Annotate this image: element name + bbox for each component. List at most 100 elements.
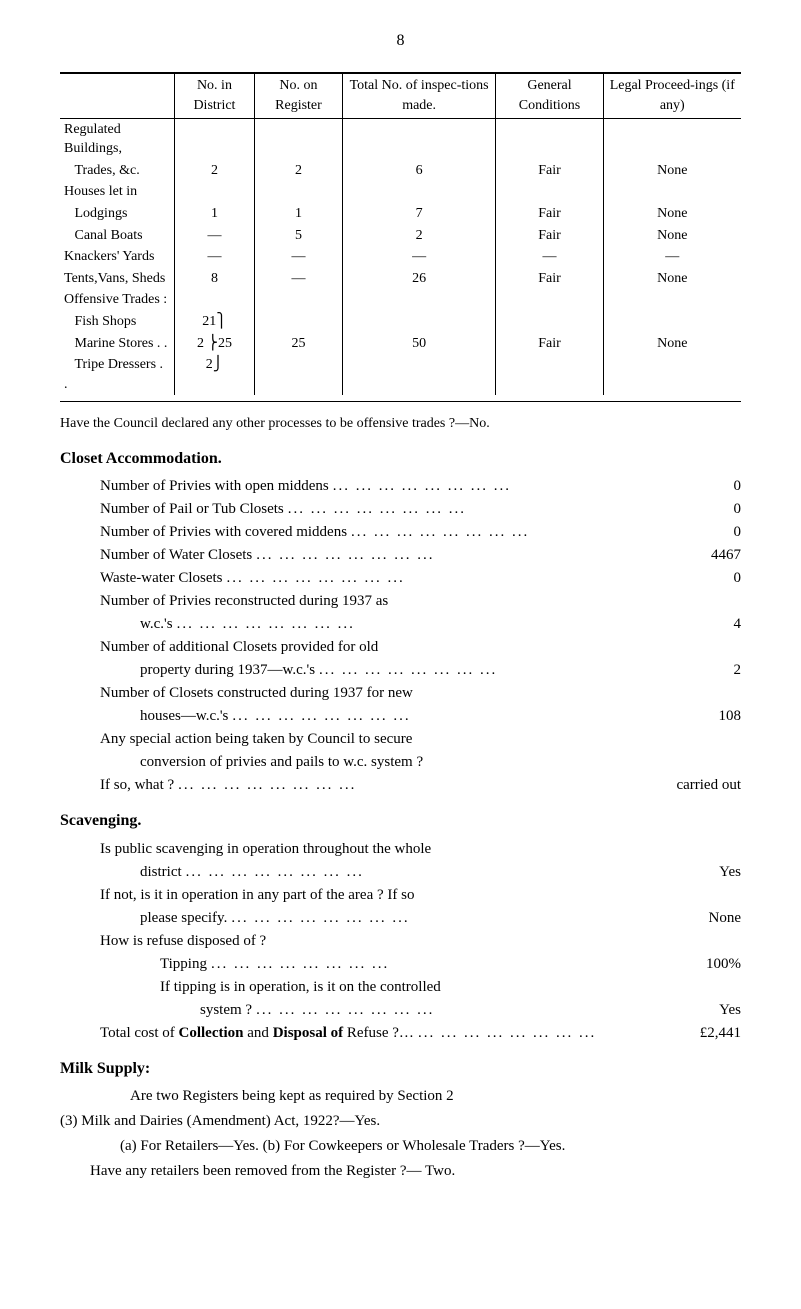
dots: ... ... ... ... ... ... ... ... [223, 568, 701, 589]
dots: ... ... ... ... ... ... ... ... [174, 775, 676, 796]
row-cell: None [603, 333, 741, 355]
row-label: Lodgings [60, 203, 174, 225]
table-row: Trades, &c.226FairNone [60, 160, 741, 182]
row-cell [174, 118, 255, 160]
table-row: Tents,Vans, Sheds8—26FairNone [60, 268, 741, 290]
row-cell: Fair [496, 203, 603, 225]
row-cell: 21⎫ [174, 311, 255, 333]
row-cell [255, 354, 343, 395]
table-row: Knackers' Yards————— [60, 246, 741, 268]
closet-line: Any special action being taken by Counci… [100, 729, 741, 750]
th-legal: Legal Proceed-ings (if any) [603, 74, 741, 118]
closet-label: conversion of privies and pails to w.c. … [100, 752, 423, 773]
closet-line: Number of Water Closets ... ... ... ... … [100, 545, 741, 566]
closet-value: 0 [701, 499, 741, 520]
closet-label: houses—w.c.'s [100, 706, 228, 727]
row-cell: None [603, 203, 741, 225]
milk-para1: Are two Registers being kept as required… [100, 1086, 741, 1107]
row-cell: 26 [342, 268, 496, 290]
scavenging-line: district ... ... ... ... ... ... ... ...… [100, 862, 741, 883]
row-label: Offensive Trades : [60, 289, 174, 311]
row-label: Houses let in [60, 181, 174, 203]
closet-label: If so, what ? [100, 775, 174, 796]
scavenging-value: 100% [701, 954, 741, 975]
th-blank [60, 74, 174, 118]
milk-para1b: (3) Milk and Dairies (Amendment) Act, 19… [60, 1111, 741, 1132]
scavenging-label: Total cost of Collection and Disposal of… [100, 1023, 414, 1044]
milk-content: Are two Registers being kept as required… [60, 1086, 741, 1182]
closet-label: Any special action being taken by Counci… [100, 729, 412, 750]
row-cell [255, 289, 343, 311]
scavenging-value: Yes [701, 862, 741, 883]
closet-value: 4 [701, 614, 741, 635]
row-cell [255, 311, 343, 333]
row-cell [255, 118, 343, 160]
scavenging-line: If not, is it in operation in any part o… [100, 885, 741, 906]
dots: ... ... ... ... ... ... ... ... [284, 499, 701, 520]
dots: ... ... ... ... ... ... ... ... [252, 545, 701, 566]
row-label: Tripe Dressers . . [60, 354, 174, 395]
dots: ... ... ... ... ... ... ... ... [227, 908, 701, 929]
row-cell: Fair [496, 268, 603, 290]
scavenging-label: district [100, 862, 182, 883]
dots: ... ... ... ... ... ... ... ... [315, 660, 701, 681]
row-cell: 7 [342, 203, 496, 225]
dots: ... ... ... ... ... ... ... ... [347, 522, 701, 543]
closet-line: property during 1937—w.c.'s ... ... ... … [100, 660, 741, 681]
row-cell: 2 [342, 225, 496, 247]
row-cell: 6 [342, 160, 496, 182]
scavenging-line: Is public scavenging in operation throug… [100, 839, 741, 860]
closet-value: 108 [701, 706, 741, 727]
scavenging-title: Scavenging. [60, 810, 741, 832]
dots: ... ... ... ... ... ... ... ... [207, 954, 701, 975]
closet-value: 4467 [701, 545, 741, 566]
closet-line: If so, what ? ... ... ... ... ... ... ..… [100, 775, 741, 796]
table-row: Marine Stores . .2 ⎬252550FairNone [60, 333, 741, 355]
scavenging-label: Is public scavenging in operation throug… [100, 839, 431, 860]
scavenging-label: system ? [100, 1000, 252, 1021]
row-cell [496, 289, 603, 311]
table-row: Fish Shops21⎫ [60, 311, 741, 333]
row-cell [603, 118, 741, 160]
scavenging-label: If tipping is in operation, is it on the… [100, 977, 441, 998]
closet-line: Number of Privies reconstructed during 1… [100, 591, 741, 612]
closet-label: Number of Water Closets [100, 545, 252, 566]
row-cell: — [255, 246, 343, 268]
table-bottom-rule [60, 401, 741, 402]
closet-label: Waste-water Closets [100, 568, 223, 589]
closet-label: Number of Closets constructed during 193… [100, 683, 413, 704]
row-cell [496, 181, 603, 203]
row-cell: 8 [174, 268, 255, 290]
scavenging-content: Is public scavenging in operation throug… [60, 839, 741, 1044]
dots: ... ... ... ... ... ... ... ... [228, 706, 701, 727]
row-cell: — [174, 225, 255, 247]
scavenging-value: £2,441 [700, 1023, 741, 1044]
row-cell: 1 [174, 203, 255, 225]
row-label: Tents,Vans, Sheds [60, 268, 174, 290]
table-header-row: No. in District No. on Register Total No… [60, 74, 741, 118]
row-cell [603, 289, 741, 311]
closet-line: Number of Pail or Tub Closets ... ... ..… [100, 499, 741, 520]
row-label: Marine Stores . . [60, 333, 174, 355]
closet-label: w.c.'s [100, 614, 173, 635]
row-cell [174, 289, 255, 311]
closet-label: Number of additional Closets provided fo… [100, 637, 378, 658]
row-cell: Fair [496, 333, 603, 355]
page-number: 8 [60, 30, 741, 52]
row-cell: — [174, 246, 255, 268]
closet-value: 2 [701, 660, 741, 681]
dots: ... ... ... ... ... ... ... ... [182, 862, 701, 883]
table-footer-note: Have the Council declared any other proc… [60, 408, 741, 434]
milk-para1a: Are two Registers being kept as required… [130, 1088, 454, 1104]
row-cell [603, 181, 741, 203]
closet-label: Number of Privies reconstructed during 1… [100, 591, 388, 612]
table-row: Offensive Trades : [60, 289, 741, 311]
milk-para3: Have any retailers been removed from the… [60, 1161, 741, 1182]
row-cell: 2 ⎬25 [174, 333, 255, 355]
row-cell [496, 311, 603, 333]
row-cell: 5 [255, 225, 343, 247]
closet-line: Number of Privies with covered middens .… [100, 522, 741, 543]
row-label: Trades, &c. [60, 160, 174, 182]
row-cell [496, 354, 603, 395]
dots: ... ... ... ... ... ... ... ... [173, 614, 701, 635]
